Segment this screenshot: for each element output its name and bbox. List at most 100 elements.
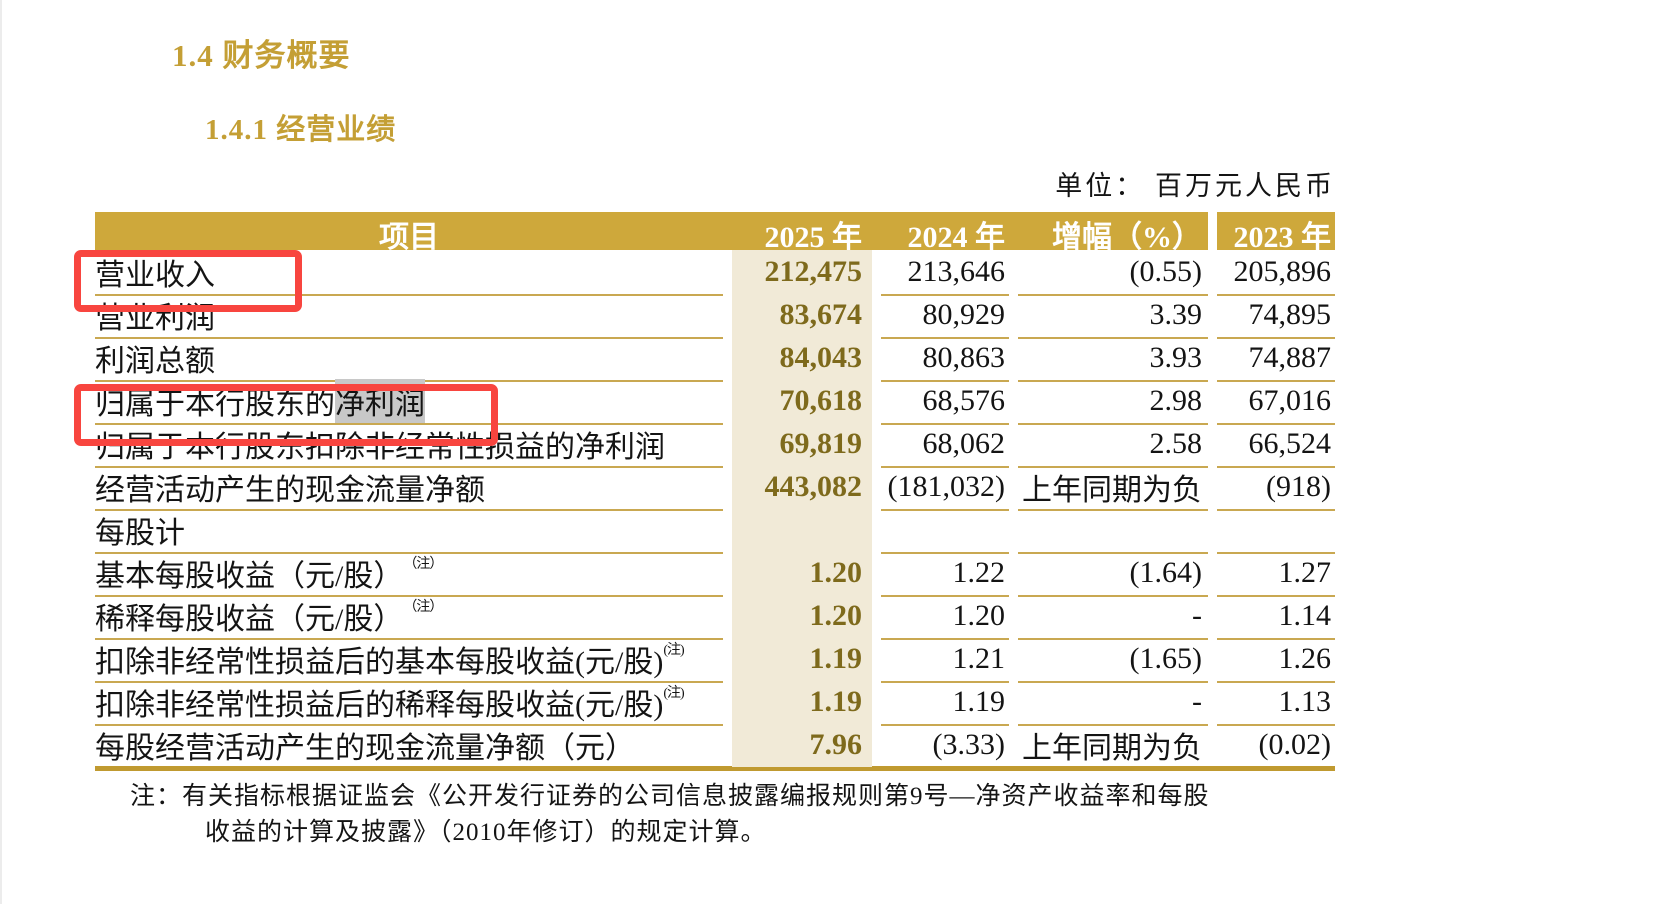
cell-2025: 84,043 bbox=[732, 336, 872, 382]
footnote-superscript: （注） bbox=[403, 600, 443, 615]
cell-2025: 1.20 bbox=[732, 551, 872, 597]
cell-item-label: 利润总额 bbox=[95, 336, 723, 382]
table-row: 利润总额 84,043 80,863 3.93 74,887 bbox=[95, 336, 1335, 382]
table-row: 扣除非经常性损益后的稀释每股收益(元/股) (注) 1.19 1.19-1.13 bbox=[95, 680, 1335, 726]
cell-2023: 1.13 bbox=[1217, 680, 1335, 726]
unit-label: 单位： 百万元人民币 bbox=[1055, 171, 1335, 201]
cell-item-label: 稀释每股收益（元/股） （注） bbox=[95, 594, 723, 640]
cell-item-label: 营业收入 bbox=[95, 250, 723, 296]
table-row: 扣除非经常性损益后的基本每股收益(元/股) (注) 1.19 1.21 (1.65) 1.… bbox=[95, 637, 1335, 683]
cell-2024: 1.20 bbox=[881, 594, 1009, 640]
cell-change: 3.93 bbox=[1018, 336, 1208, 382]
annotation-red-box-net-profit bbox=[74, 384, 498, 446]
cell-2023: 205,896 bbox=[1217, 250, 1335, 296]
footnote-superscript: (注) bbox=[663, 643, 684, 658]
cell-change: 2.58 bbox=[1018, 422, 1208, 468]
page-edge-line bbox=[0, 0, 2, 904]
footnote-superscript: (注) bbox=[663, 686, 684, 701]
cell-change: - bbox=[1018, 680, 1208, 726]
row-label-text: 每股经营活动产生的现金流量净额（元） bbox=[95, 732, 635, 765]
annotation-red-box-revenue bbox=[74, 250, 302, 312]
cell-change: - bbox=[1018, 594, 1208, 640]
cell-2023: 67,016 bbox=[1217, 379, 1335, 425]
cell-item-label: 基本每股收益（元/股） （注） bbox=[95, 551, 723, 597]
cell-2023: (918) bbox=[1217, 465, 1335, 511]
table-body: 营业收入 212,475 213,646 (0.55) 205,896 营业利润 83,67… bbox=[95, 250, 1335, 767]
cell-2023: 1.14 bbox=[1217, 594, 1335, 640]
row-label-text: 归属于本行股东的 bbox=[95, 388, 335, 421]
cell-2024: 1.22 bbox=[881, 551, 1009, 597]
cell-change: 上年同期为负 bbox=[1022, 732, 1202, 765]
cell-item-label: 扣除非经常性损益后的基本每股收益(元/股) (注) bbox=[95, 637, 723, 683]
section-title: 1.4 财务概要 bbox=[172, 38, 351, 73]
cell-change: 3.39 bbox=[1018, 293, 1208, 339]
cell-2024: 68,062 bbox=[881, 422, 1009, 468]
cell-2024: 80,929 bbox=[881, 293, 1009, 339]
table-row: 每股计 bbox=[95, 508, 1335, 554]
table-header-row: 项目 2025 年 2024 年 增幅（%） 2023 年 bbox=[95, 212, 1335, 254]
table-row: 营业利润 83,674 80,929 3.39 74,895 bbox=[95, 293, 1335, 339]
cell-2025: 1.19 bbox=[732, 637, 872, 683]
cell-change: (1.64) bbox=[1018, 551, 1208, 597]
cell-change bbox=[1018, 508, 1208, 554]
table-bottom-rule bbox=[95, 766, 1335, 771]
cell-item-label: 每股计 bbox=[95, 508, 723, 554]
footnote-superscript: （注） bbox=[403, 557, 443, 572]
row-label-text: 利润总额 bbox=[95, 345, 215, 378]
cell-item-label: 扣除非经常性损益后的稀释每股收益(元/股) (注) bbox=[95, 680, 723, 726]
cell-2024: 213,646 bbox=[881, 250, 1009, 296]
cell-2025: 1.19 bbox=[732, 680, 872, 726]
cell-change: (0.55) bbox=[1018, 250, 1208, 296]
header-cell-change: 增幅（%） bbox=[1052, 221, 1202, 254]
header-cell-item-label: 项目 bbox=[379, 221, 439, 254]
cell-2024: 80,863 bbox=[881, 336, 1009, 382]
cell-2025: 83,674 bbox=[732, 293, 872, 339]
cell-2023 bbox=[1217, 508, 1335, 554]
financial-summary-table: 项目 2025 年 2024 年 增幅（%） 2023 年 营业收入 212,475 213… bbox=[95, 212, 1335, 771]
cell-2025: 212,475 bbox=[732, 250, 872, 296]
cell-2025: 7.96 bbox=[732, 723, 872, 767]
cell-2024: 1.21 bbox=[881, 637, 1009, 683]
row-label-text: 扣除非经常性损益后的基本每股收益(元/股) bbox=[95, 646, 664, 679]
cell-item-label: 每股经营活动产生的现金流量净额（元） bbox=[95, 723, 723, 767]
cell-2025: 443,082 bbox=[732, 465, 872, 511]
row-label-text: 营业收入 bbox=[95, 259, 215, 292]
footnote-line-2: 收益的计算及披露》（2010年修订）的规定计算。 bbox=[205, 819, 767, 846]
cell-2024: 1.19 bbox=[881, 680, 1009, 726]
header-cell-2024: 2024 年 bbox=[907, 221, 1006, 254]
table-row: 营业收入 212,475 213,646 (0.55) 205,896 bbox=[95, 250, 1335, 296]
cell-item-label: 归属于本行股东扣除非经常性损益的净利润 bbox=[95, 422, 723, 468]
cell-2023: 74,895 bbox=[1217, 293, 1335, 339]
row-label-text: 归属于本行股东扣除非经常性损益的净利润 bbox=[95, 431, 665, 464]
table-row: 归属于本行股东的 净利润 70,618 68,576 2.98 67,016 bbox=[95, 379, 1335, 425]
table-row: 每股经营活动产生的现金流量净额（元） 7.96 (3.33) 上年同期为负 (0.02) bbox=[95, 723, 1335, 767]
cell-2024: (181,032) bbox=[881, 465, 1009, 511]
cell-change: (1.65) bbox=[1018, 637, 1208, 683]
table-row: 经营活动产生的现金流量净额 443,082 (181,032) 上年同期为负 (918) bbox=[95, 465, 1335, 511]
row-label-text: 稀释每股收益（元/股） bbox=[95, 603, 404, 636]
table-row: 归属于本行股东扣除非经常性损益的净利润 69,819 68,062 2.58 66,52… bbox=[95, 422, 1335, 468]
subsection-title: 1.4.1 经营业绩 bbox=[205, 114, 397, 146]
cell-2024: (3.33) bbox=[932, 728, 1005, 761]
cell-2025: 70,618 bbox=[732, 379, 872, 425]
cell-2025: 1.20 bbox=[732, 594, 872, 640]
cell-2024: 68,576 bbox=[881, 379, 1009, 425]
cell-2023: 74,887 bbox=[1217, 336, 1335, 382]
row-label-text: 经营活动产生的现金流量净额 bbox=[95, 474, 485, 507]
cell-2023: 1.27 bbox=[1217, 551, 1335, 597]
cell-change: 2.98 bbox=[1018, 379, 1208, 425]
header-cell-2025: 2025 年 bbox=[764, 221, 863, 254]
header-column-gap bbox=[1208, 212, 1217, 250]
row-label-text: 每股计 bbox=[95, 517, 185, 550]
footnote-line-1: 注：有关指标根据证监会《公开发行证券的公司信息披露编报规则第9号—净资产收益率和… bbox=[130, 783, 1210, 810]
table-row: 稀释每股收益（元/股） （注） 1.20 1.20-1.14 bbox=[95, 594, 1335, 640]
cell-item-label: 经营活动产生的现金流量净额 bbox=[95, 465, 723, 511]
table-row: 基本每股收益（元/股） （注） 1.20 1.22 (1.64) 1.27 bbox=[95, 551, 1335, 597]
cell-2025 bbox=[732, 508, 872, 554]
row-label-text: 基本每股收益（元/股） bbox=[95, 560, 404, 593]
cell-2024 bbox=[881, 508, 1009, 554]
cell-2023: (0.02) bbox=[1258, 728, 1331, 761]
cell-2025: 69,819 bbox=[732, 422, 872, 468]
header-cell-2023: 2023 年 bbox=[1233, 221, 1332, 254]
